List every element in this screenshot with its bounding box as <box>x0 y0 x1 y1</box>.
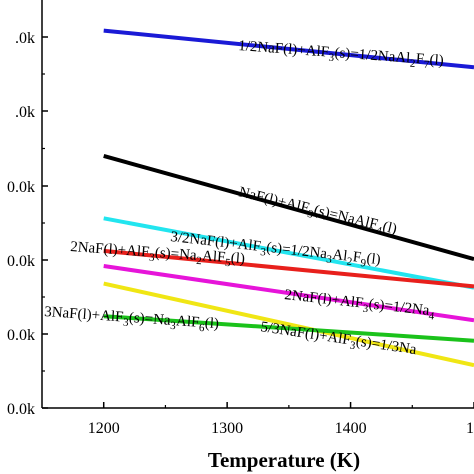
y-tick-label: .0k <box>15 30 35 47</box>
series-line-1 <box>103 28 474 70</box>
series-line-7 <box>103 314 474 343</box>
y-tick-label: 0.0k <box>7 401 35 418</box>
annotation-1: 1/2NaF(l)+AlF3(s)=1/2NaAl2F7(l) <box>237 38 444 72</box>
series-line-4 <box>103 248 474 289</box>
annotation-6: 3NaF(l)+AlF3(s)=Na3AlF6(l) <box>44 304 220 335</box>
series-line-3 <box>103 216 474 290</box>
x-tick-label: 1300 <box>211 420 243 437</box>
y-tick-label: 0.0k <box>7 327 35 344</box>
series-line-2 <box>103 153 474 262</box>
y-tick-label: 0.0k <box>7 179 35 196</box>
series-line-5 <box>103 264 474 323</box>
x-tick-label: 1200 <box>88 420 120 437</box>
y-tick-label: 0.0k <box>7 253 35 270</box>
annotation-4: 2NaF(l)+AlF3(s)=Na2AlF5(l) <box>70 239 246 270</box>
x-tick-label: 1400 <box>335 420 367 437</box>
annotation-2: NaF(l)+AlF3(s)=NaAlF4(l) <box>236 184 398 240</box>
annotation-7: 5/3NaF(l)+AlF3(s)=1/3Na <box>259 319 418 361</box>
series-line-6 <box>103 281 474 368</box>
x-tick-label: 15 <box>466 420 474 437</box>
x-axis-title: Temperature (K) <box>208 448 360 472</box>
annotation-5: 2NaF(l)+AlF3(s)=1/2Na4 <box>283 287 436 323</box>
y-tick-label: .0k <box>15 104 35 121</box>
